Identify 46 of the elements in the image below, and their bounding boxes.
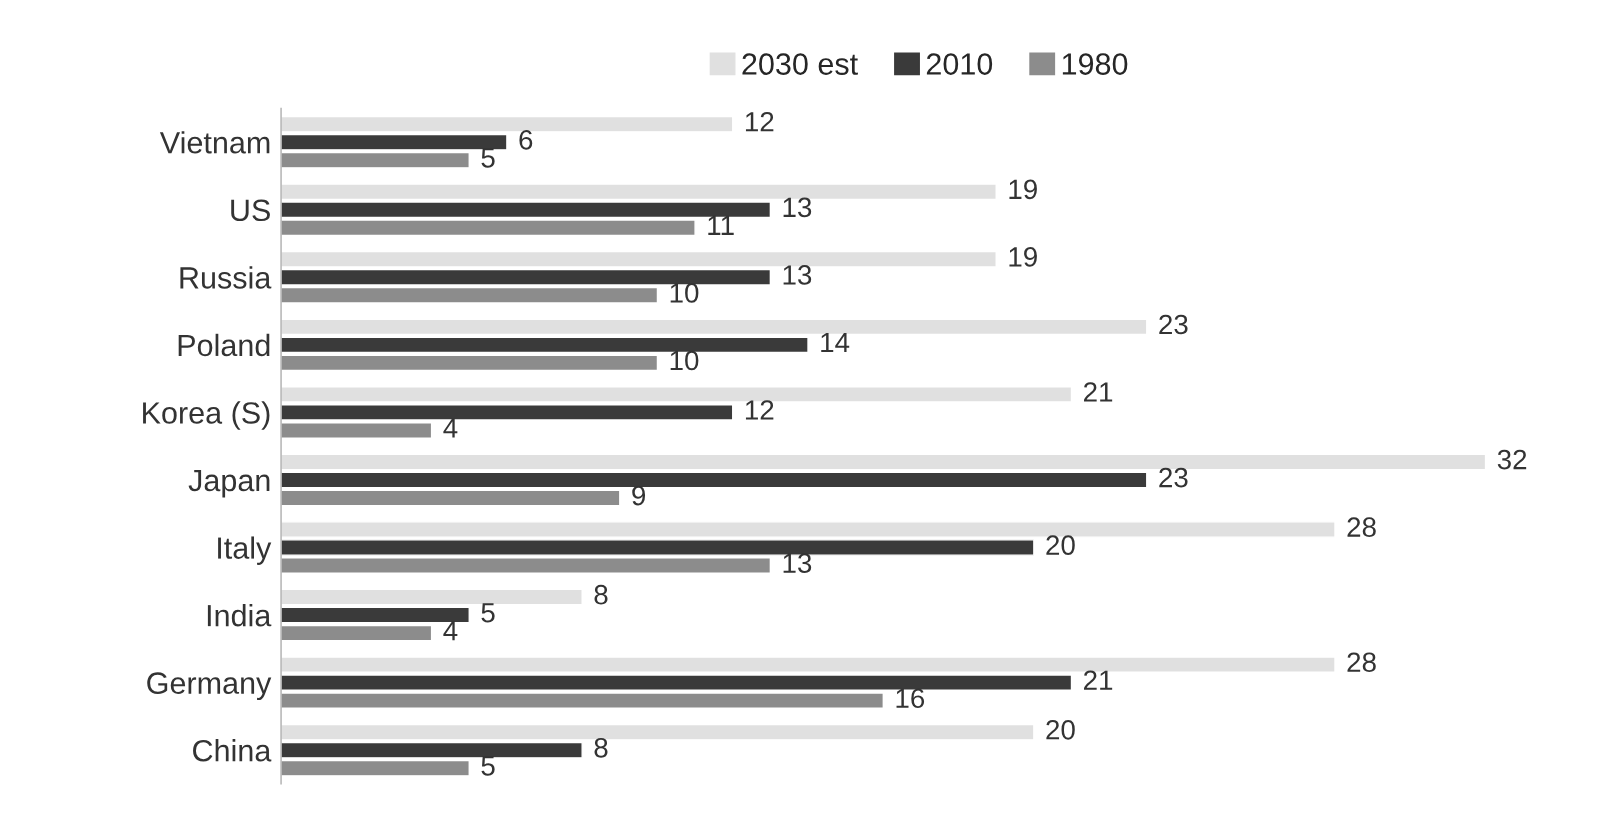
data-label: 28: [1347, 652, 1376, 673]
data-label: 20: [1046, 719, 1075, 740]
data-label: 13: [783, 553, 812, 573]
data-label: 11: [708, 215, 734, 235]
y-tick-label: Germany: [147, 672, 272, 701]
bar: [281, 354, 659, 372]
data-label: 23: [1159, 467, 1188, 488]
y-tick-label: Vietnam: [159, 131, 270, 154]
data-label: 32: [1497, 449, 1527, 470]
y-tick-label: Poland: [178, 333, 270, 357]
data-label: 13: [783, 265, 812, 285]
legend-label: 2010: [926, 53, 993, 75]
y-tick-label: Korea (S): [143, 401, 270, 430]
data-label: 10: [670, 283, 699, 303]
legend-label: 1980: [1062, 53, 1128, 75]
data-label: 10: [670, 350, 699, 371]
bar: [281, 624, 433, 642]
data-label: 5: [481, 603, 495, 623]
data-label: 23: [1159, 314, 1188, 335]
y-tick-label: Italy: [218, 536, 272, 565]
data-label: 12: [745, 400, 774, 420]
data-label: 14: [821, 332, 850, 353]
y-tick-label: China: [193, 739, 272, 762]
data-label: 20: [1046, 535, 1075, 555]
data-label: 28: [1347, 517, 1376, 537]
data-label: 5: [481, 148, 495, 168]
data-label: 21: [1084, 382, 1113, 402]
data-label: 19: [1009, 247, 1037, 267]
data-label: 13: [783, 197, 812, 218]
data-label: 12: [745, 111, 774, 132]
legend-label: 2030 est: [742, 53, 858, 75]
y-tick-label: India: [207, 604, 272, 627]
data-label: 5: [481, 756, 495, 776]
y-tick-label: Russia: [180, 266, 272, 289]
data-label: 21: [1084, 670, 1113, 690]
data-label: 4: [443, 621, 458, 641]
data-label: 4: [443, 418, 458, 438]
data-label: 8: [594, 737, 608, 758]
y-tick-label: US: [231, 199, 270, 222]
y-tick-label: Japan: [188, 470, 270, 498]
data-label: 9: [632, 485, 646, 506]
data-label: 8: [594, 584, 608, 605]
bar: [281, 489, 621, 507]
data-label: 19: [1009, 179, 1037, 200]
data-label: 6: [519, 129, 533, 150]
data-label: 16: [896, 688, 925, 709]
